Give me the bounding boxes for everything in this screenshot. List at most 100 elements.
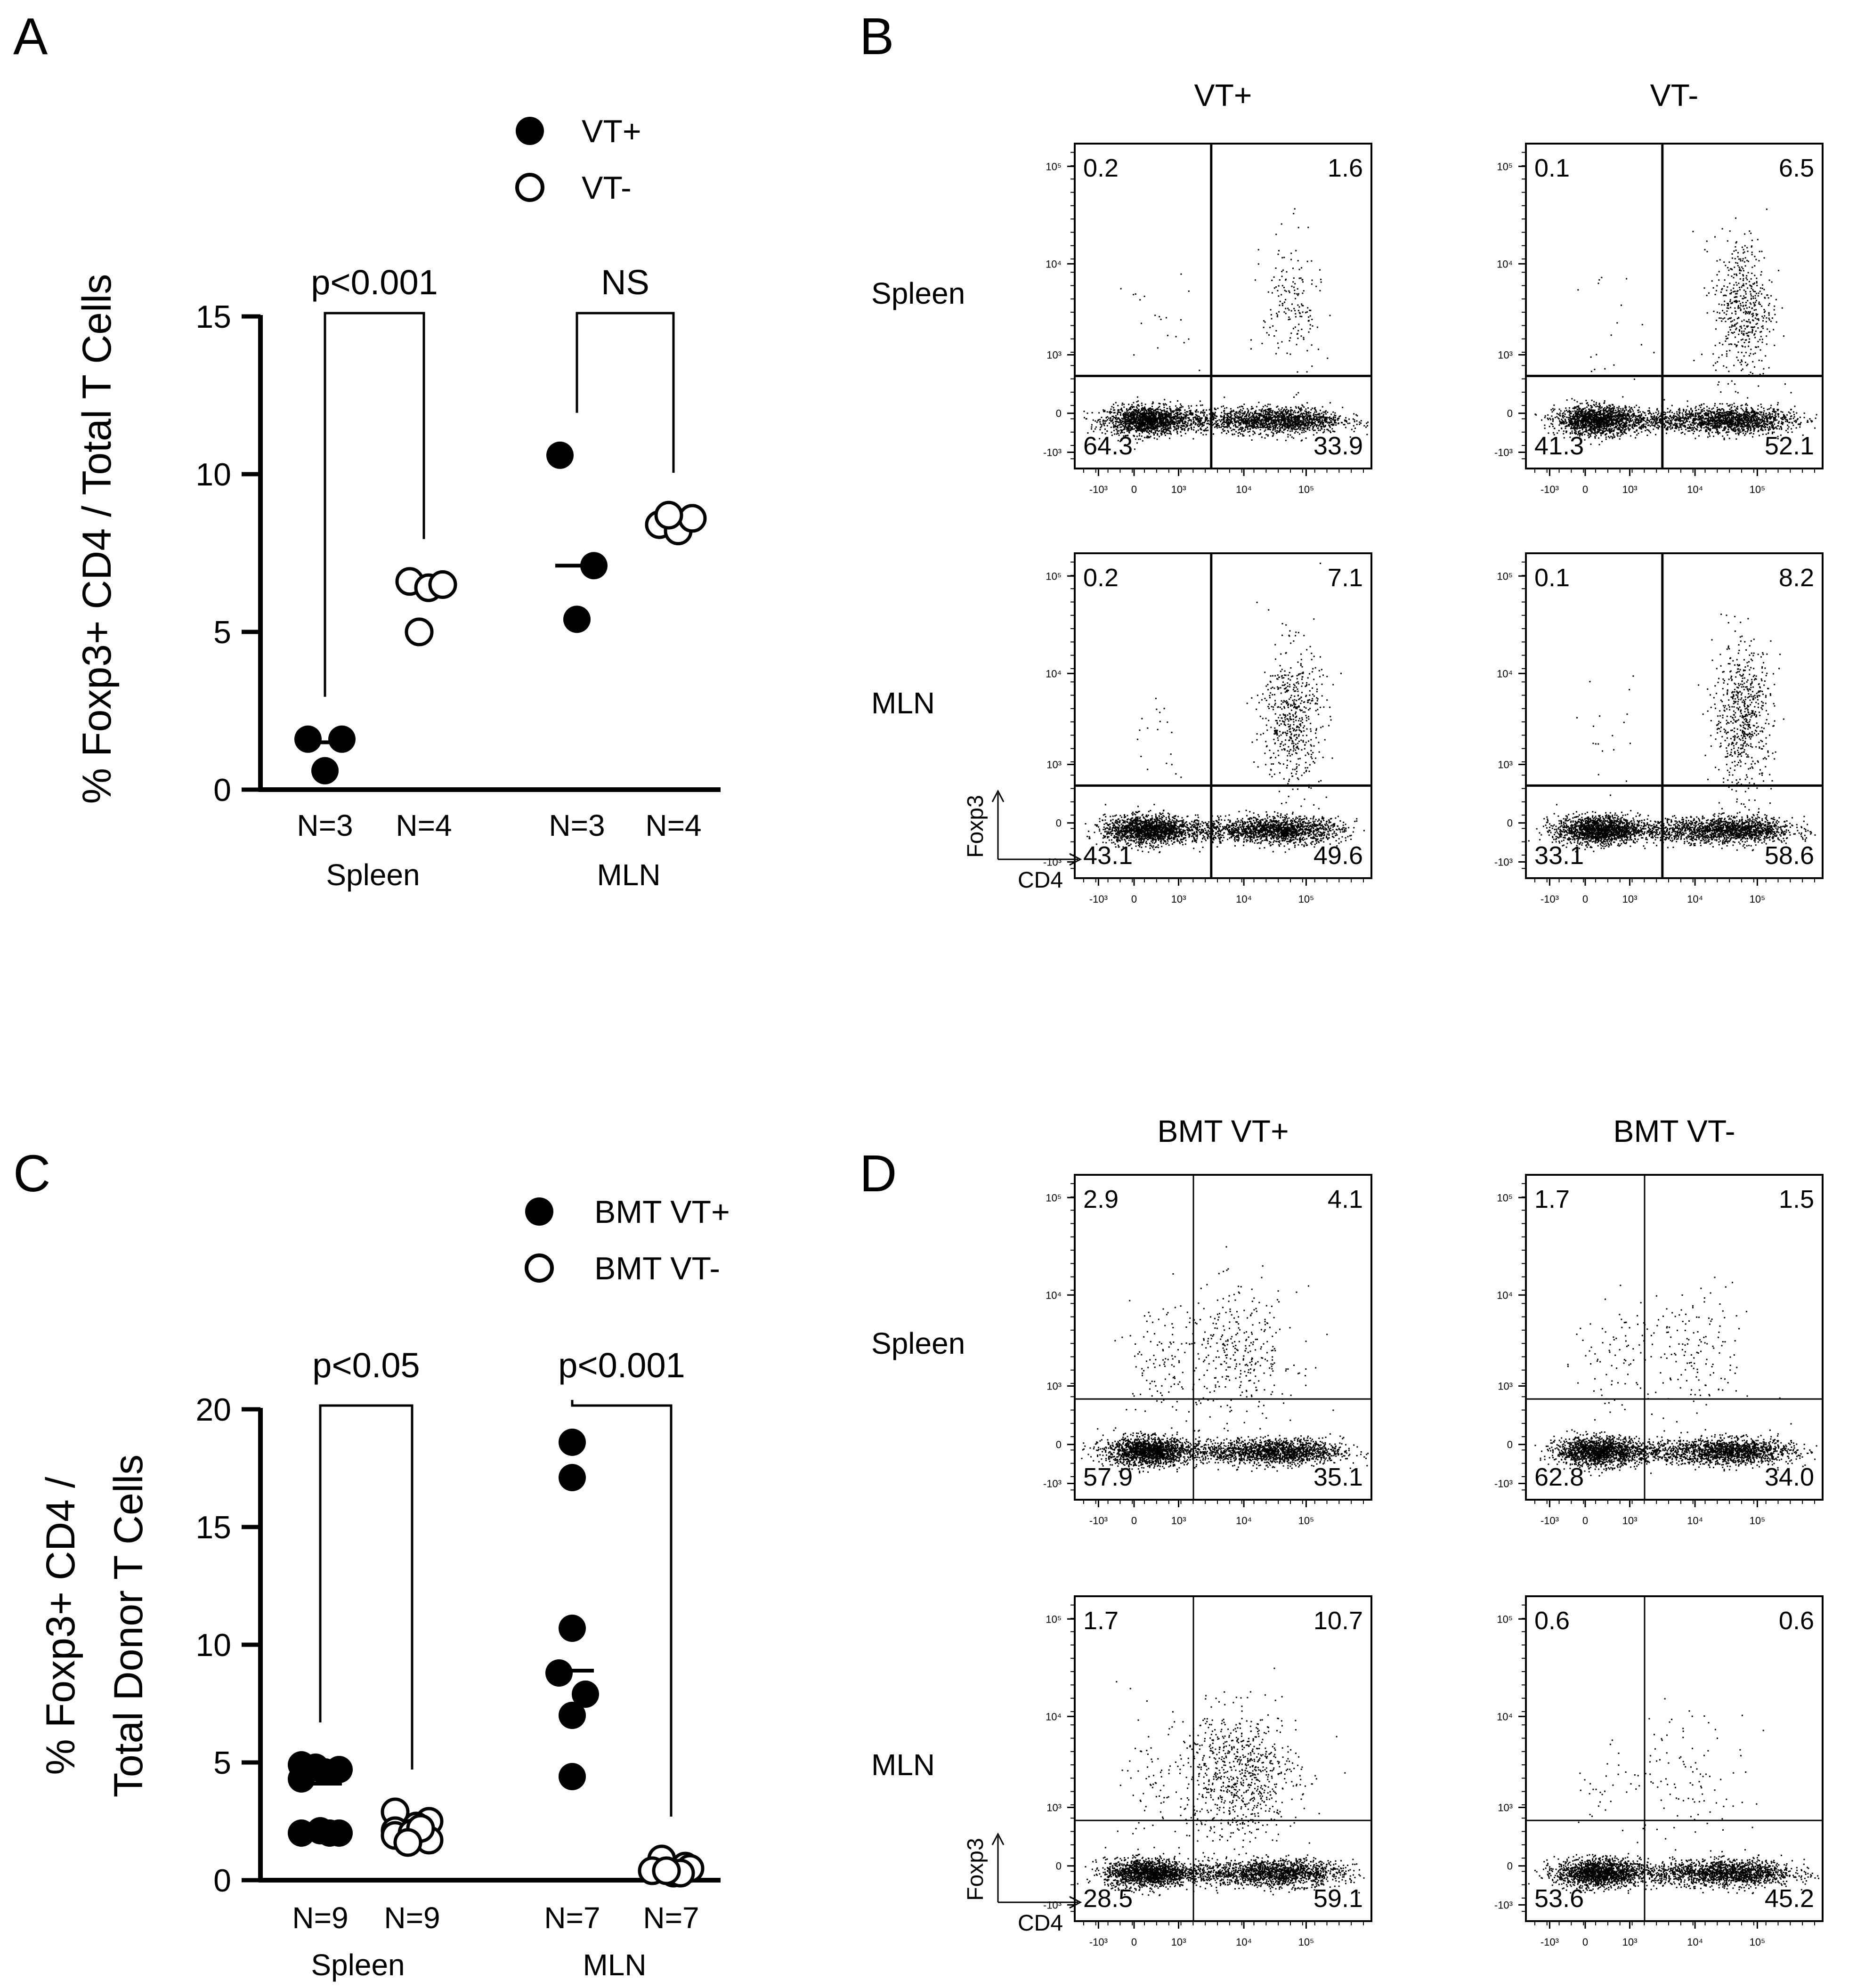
y-tick-label: 10⁵: [1046, 1192, 1062, 1204]
y-tick-label: -10³: [1043, 857, 1062, 868]
column-title: BMT VT-: [1613, 1114, 1735, 1148]
flow-plot: 0.2 7.1 43.1 49.6 -10³ 0 10³ 10⁴ 10⁵ -10³ 0 10³ 10⁴ 1…: [963, 552, 1372, 905]
foxp3-arrowhead-icon: [991, 1832, 1005, 1845]
data-point-open: [678, 504, 707, 533]
legend-label: VT-: [582, 170, 632, 206]
x-tick-label: -10³: [1089, 1936, 1108, 1948]
y-tick-label: 10³: [1498, 349, 1513, 361]
y-tick-label: 0: [1507, 817, 1513, 829]
quadrant-label-lr: 52.1: [1765, 432, 1814, 460]
y-tick-label: 0: [213, 1863, 231, 1899]
legend-label: BMT VT+: [594, 1194, 730, 1230]
significance-bracket: [319, 1404, 414, 1770]
data-point-open: [652, 1856, 681, 1885]
quadrant-label-ll: 33.1: [1534, 841, 1584, 870]
y-tick-label: 10⁵: [1497, 1613, 1513, 1625]
cd4-arrowhead-icon: [1069, 1896, 1082, 1909]
y-tick-label: 0: [1056, 408, 1062, 420]
data-point-open: [393, 1828, 422, 1857]
figure-content: A B C D 0 5 10 15 % Foxp3+ CD4 / Total T Cells VT…: [13, 8, 1824, 1982]
flow-plot: 0.6 0.6 53.6 45.2 -10³ 0 10³ 10⁴ 10⁵ -10³ 0 10³ 10⁴ 1…: [1494, 1595, 1824, 1948]
flow-plot: 2.9 4.1 57.9 35.1 -10³ 0 10³ 10⁴ 10⁵ -10³ 0 10³ 10⁴ 1…: [1043, 1174, 1372, 1527]
quadrant-label-lr: 34.0: [1765, 1463, 1814, 1491]
x-tick-label: 10⁴: [1236, 484, 1252, 495]
x-tick-label: -10³: [1089, 484, 1108, 495]
quadrant-label-ur: 1.5: [1779, 1185, 1814, 1213]
flow-plot: 1.7 1.5 62.8 34.0 -10³ 0 10³ 10⁴ 10⁵ -10³ 0 10³ 10⁴ 1…: [1494, 1174, 1824, 1527]
x-tick-label: 10⁵: [1750, 1515, 1766, 1527]
n-label: N=4: [396, 808, 452, 842]
quadrant-label-lr: 58.6: [1765, 841, 1814, 870]
x-tick-label: 10⁵: [1750, 484, 1766, 495]
panel-c-scatter: 0 5 10 15 20 % Foxp3+ CD4 / Total Donor T Cell…: [38, 1194, 730, 1982]
data-point-filled: [559, 1464, 586, 1491]
x-tick-label: 10⁴: [1687, 893, 1703, 905]
y-tick-label: 15: [195, 1510, 231, 1545]
column-title: VT-: [1650, 78, 1699, 113]
foxp3-arrowhead-icon: [991, 789, 1005, 802]
quadrant-label-ur: 0.6: [1779, 1607, 1814, 1635]
n-label: N=3: [297, 808, 353, 842]
quadrant-label-lr: 35.1: [1314, 1463, 1363, 1491]
panel-letter-c: C: [13, 1145, 50, 1203]
y-tick-label: 0: [1056, 1860, 1062, 1872]
quadrant-label-ur: 1.6: [1328, 154, 1363, 182]
flow-plot: 0.2 1.6 64.3 33.9 -10³ 0 10³ 10⁴ 10⁵ -10³ 0 10³ 10⁴ 1…: [1043, 143, 1372, 495]
legend-label: BMT VT-: [594, 1251, 720, 1286]
significance-label: p<0.001: [558, 1346, 685, 1385]
y-tick-label: -10³: [1494, 857, 1513, 868]
quadrant-label-lr: 49.6: [1314, 841, 1363, 870]
data-point-filled: [563, 606, 591, 633]
data-point-filled: [545, 1659, 573, 1687]
x-tick-label: 10³: [1171, 1936, 1186, 1948]
data-point-filled: [559, 1429, 586, 1456]
n-label: N=7: [643, 1901, 699, 1935]
y-tick-label: 10⁵: [1497, 570, 1513, 582]
x-tick-label: 0: [1131, 1936, 1137, 1948]
y-tick-label: 10⁴: [1497, 1711, 1513, 1722]
y-tick-label: 10³: [1498, 1381, 1513, 1392]
quadrant-label-ul: 2.9: [1083, 1185, 1119, 1213]
panel-b-flow: VT+ VT- Spleen MLN 0.2 1.6 64.3 33.9 -10³ 0 10³ 10⁴…: [871, 78, 1824, 905]
foxp3-axis-label: Foxp3: [963, 1838, 988, 1900]
data-point-filled: [572, 1681, 599, 1708]
panel-letter-d: D: [859, 1145, 897, 1203]
x-tick-label: 0: [1582, 893, 1588, 905]
foxp3-axis-label: Foxp3: [963, 795, 988, 857]
x-tick-label: 10⁴: [1236, 1936, 1252, 1948]
flow-events: [1534, 208, 1817, 445]
y-tick-label: 10³: [1046, 1381, 1062, 1392]
data-point-filled: [546, 441, 574, 469]
x-tick-label: 10⁴: [1687, 1936, 1703, 1948]
quadrant-label-ul: 0.1: [1534, 564, 1570, 592]
y-axis-label-line-2: Total Donor T Cells: [106, 1455, 151, 1797]
x-tick-label: 0: [1131, 893, 1137, 905]
x-tick-label: 10⁴: [1236, 1515, 1252, 1527]
significance-label: p<0.05: [312, 1346, 420, 1385]
y-tick-label: 10⁵: [1046, 570, 1062, 582]
n-label: N=7: [544, 1901, 600, 1935]
x-tick-label: 0: [1131, 1515, 1137, 1527]
x-tick-label: 10⁵: [1298, 1515, 1314, 1527]
quadrant-label-lr: 59.1: [1314, 1884, 1363, 1913]
x-tick-label: 10⁵: [1750, 893, 1766, 905]
data-point-open: [405, 617, 434, 647]
x-tick-label: -10³: [1089, 893, 1108, 905]
data-point-filled: [559, 1615, 586, 1642]
x-tick-label: 10⁵: [1298, 484, 1314, 495]
x-tick-label: 10³: [1171, 484, 1186, 495]
y-axis-label: % Foxp3+ CD4 / Total T Cells: [74, 274, 120, 804]
data-point-filled: [302, 1754, 329, 1781]
y-tick-label: 10⁵: [1046, 1613, 1062, 1625]
panel-letter-b: B: [859, 8, 894, 65]
significance-bracket: [324, 312, 425, 697]
cd4-axis-label: CD4: [1018, 1911, 1063, 1936]
data-point-filled: [311, 757, 339, 784]
y-tick-label: -10³: [1043, 447, 1062, 459]
y-tick-label: 10³: [1046, 759, 1062, 771]
quadrant-label-ll: 57.9: [1083, 1463, 1133, 1491]
panel-a-scatter: 0 5 10 15 % Foxp3+ CD4 / Total T Cells VT+ VT-…: [74, 113, 721, 892]
y-tick-label: 10⁵: [1497, 161, 1513, 172]
y-axis-label-line-1: % Foxp3+ CD4 /: [38, 1477, 83, 1775]
